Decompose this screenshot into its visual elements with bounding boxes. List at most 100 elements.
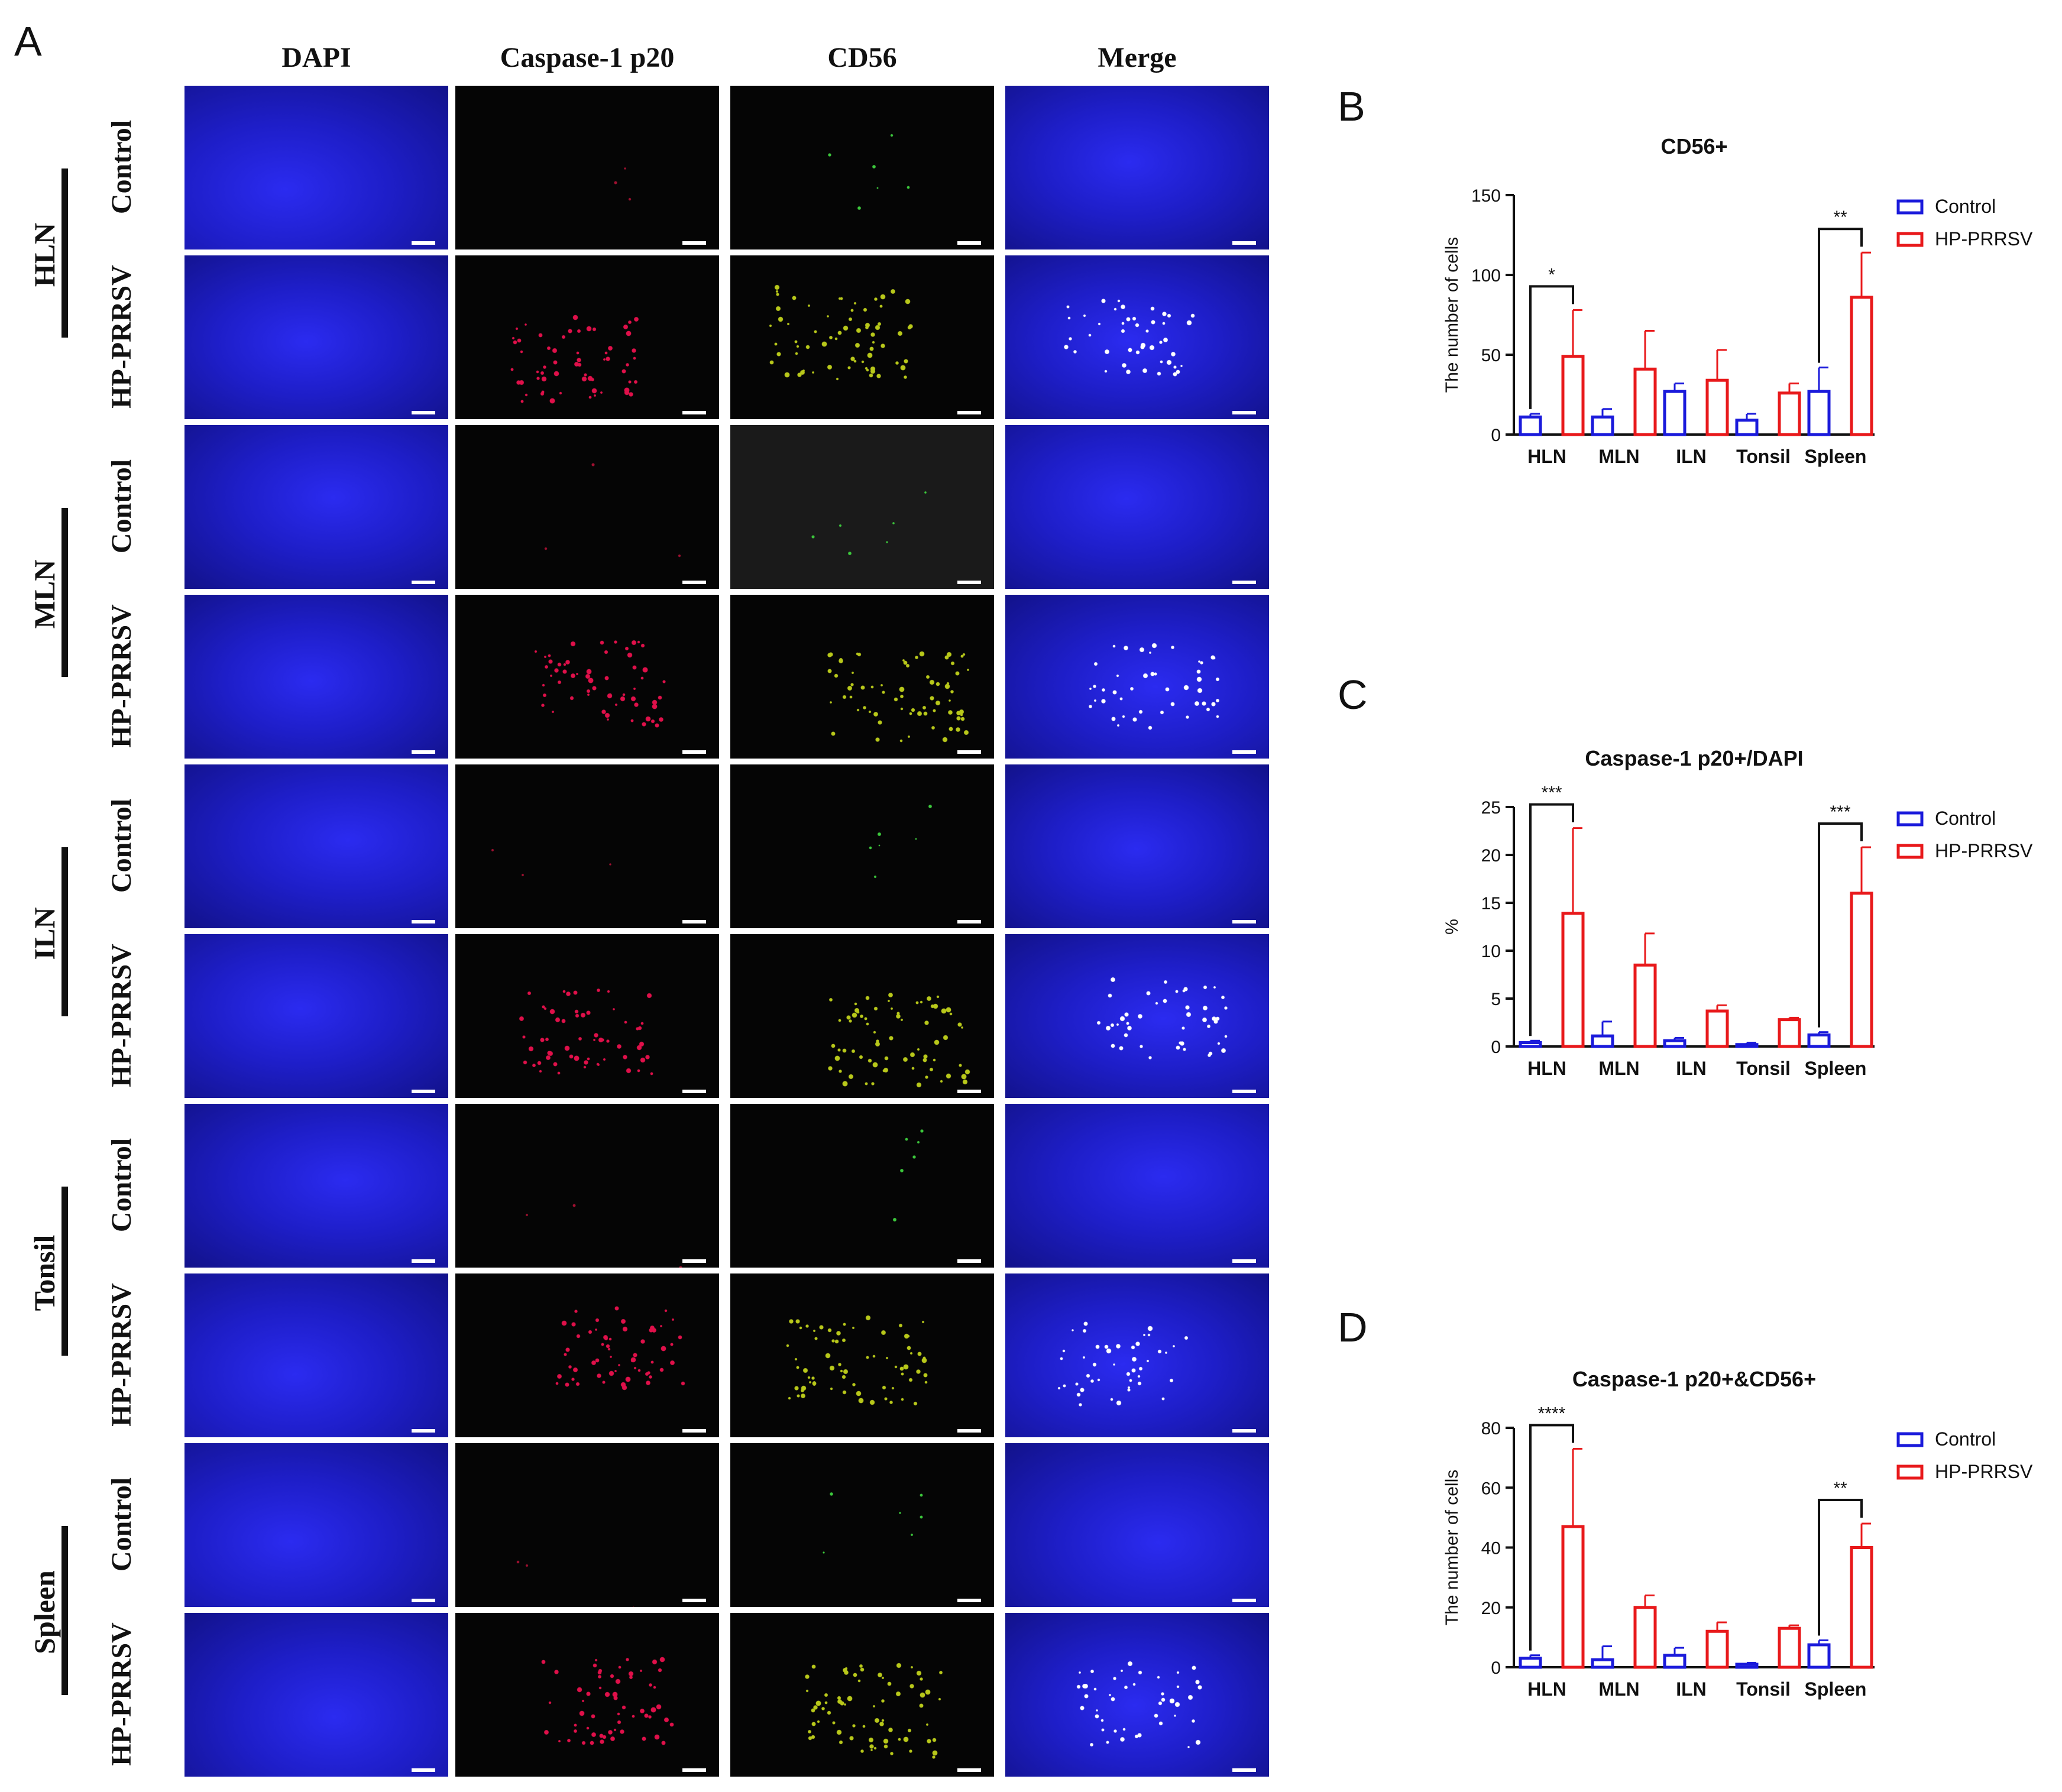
bar-hp-prrsv-spleen [1850, 1546, 1873, 1669]
micrograph-tonsil-control-cd56 [730, 1104, 994, 1268]
x-tick-label: HLN [1527, 1678, 1566, 1700]
scale-bar [1232, 1599, 1256, 1602]
micrograph-mln-control-caspase-1-p20 [455, 425, 719, 589]
micrograph-tonsil-hp-prrsv-merge [1005, 1273, 1269, 1437]
scale-bar [1232, 1429, 1256, 1433]
legend-swatch-control [1896, 199, 1924, 215]
bar-hp-prrsv-mln [1633, 963, 1657, 1048]
micrograph-spleen-hp-prrsv-dapi [184, 1613, 448, 1777]
bar-control-tonsil [1735, 1663, 1759, 1669]
legend-swatch-hp-prrsv [1896, 844, 1924, 859]
bar-control-iln [1663, 1654, 1686, 1669]
chart-title: Caspase-1 p20+/DAPI [1585, 746, 1803, 770]
scale-bar [682, 1090, 706, 1093]
chart-title: CD56+ [1660, 134, 1727, 158]
y-tick-label: 15 [1481, 894, 1501, 913]
micrograph-hln-hp-prrsv-dapi [184, 255, 448, 419]
y-tick-label: 0 [1491, 1038, 1501, 1057]
legend-label-control: Control [1935, 1428, 1996, 1450]
x-tick-label: ILN [1676, 446, 1707, 467]
scale-bar [957, 241, 981, 245]
x-tick-label: MLN [1598, 446, 1639, 467]
bar-control-iln [1663, 1039, 1686, 1048]
micrograph-iln-hp-prrsv-dapi [184, 934, 448, 1098]
bar-control-spleen [1807, 1643, 1831, 1669]
row-label-hln-control: Control [106, 119, 137, 215]
scale-bar [957, 1090, 981, 1093]
panel-letter-b: B [1338, 83, 1365, 129]
legend-swatch-control [1896, 811, 1924, 827]
bar-hp-prrsv-hln [1561, 355, 1585, 436]
legend-swatch-hp-prrsv [1896, 1464, 1924, 1480]
legend-label-hp-prrsv: HP-PRRSV [1935, 1461, 2033, 1482]
tissue-bracket-spleen [61, 1526, 68, 1695]
scale-bar [412, 1768, 435, 1772]
x-tick-label: ILN [1676, 1678, 1707, 1700]
scale-bar [1232, 411, 1256, 414]
tissue-label-spleen: Spleen [28, 1570, 61, 1654]
x-tick-label: Spleen [1805, 1678, 1867, 1700]
micrograph-iln-hp-prrsv-merge [1005, 934, 1269, 1098]
chart-title: Caspase-1 p20+&CD56+ [1572, 1367, 1816, 1391]
micrograph-hln-hp-prrsv-cd56 [730, 255, 994, 419]
y-tick-label: 25 [1481, 798, 1501, 818]
legend-swatch-hp-prrsv [1896, 232, 1924, 247]
tissue-bracket-iln [61, 847, 68, 1016]
legend-label-control: Control [1935, 808, 1996, 829]
micrograph-iln-control-dapi [184, 764, 448, 928]
scale-bar [412, 1599, 435, 1602]
y-tick-label: 5 [1491, 990, 1501, 1009]
x-tick-label: Tonsil [1736, 1678, 1791, 1700]
significance-label: **** [1538, 1404, 1566, 1423]
bar-hp-prrsv-spleen [1850, 892, 1873, 1048]
micrograph-mln-control-dapi [184, 425, 448, 589]
x-tick-label: Spleen [1805, 446, 1867, 467]
bar-hp-prrsv-mln [1633, 367, 1657, 436]
scale-bar [682, 241, 706, 245]
micrograph-hln-control-cd56 [730, 86, 994, 249]
tissue-bracket-hln [61, 168, 68, 338]
row-label-mln-hp-prrsv: HP-PRRSV [106, 604, 137, 748]
scale-bar [682, 1599, 706, 1602]
bar-hp-prrsv-hln [1561, 912, 1585, 1048]
scale-bar [957, 920, 981, 923]
bar-hp-prrsv-iln [1705, 1629, 1729, 1669]
scale-bar [1232, 1090, 1256, 1093]
bar-control-tonsil [1735, 1043, 1759, 1048]
micrograph-iln-hp-prrsv-cd56 [730, 934, 994, 1098]
bar-hp-prrsv-tonsil [1778, 1626, 1801, 1669]
significance-bracket [1529, 1424, 1574, 1651]
significance-bracket [1529, 803, 1574, 1036]
row-label-hln-hp-prrsv: HP-PRRSV [106, 265, 137, 409]
y-tick-label: 10 [1481, 942, 1501, 961]
y-tick-label: 100 [1471, 266, 1501, 286]
scale-bar [957, 1429, 981, 1433]
tissue-label-hln: HLN [28, 222, 61, 287]
bar-hp-prrsv-tonsil [1778, 1018, 1801, 1048]
bar-hp-prrsv-iln [1705, 378, 1729, 436]
micrograph-mln-control-merge [1005, 425, 1269, 589]
significance-label: * [1548, 265, 1555, 284]
micrograph-tonsil-control-dapi [184, 1104, 448, 1268]
scale-bar [1232, 1768, 1256, 1772]
micrograph-spleen-control-cd56 [730, 1443, 994, 1607]
significance-bracket [1818, 822, 1863, 1028]
scale-bar [682, 581, 706, 584]
bar-hp-prrsv-hln [1561, 1525, 1585, 1669]
scale-bar [957, 1768, 981, 1772]
panel-letter-d: D [1338, 1304, 1368, 1350]
chart-cd56: CD56+ 0 50 100 150 The number of cells HLN MLN I… [1442, 134, 2033, 467]
micrograph-mln-hp-prrsv-caspase-1-p20 [455, 595, 719, 759]
scale-bar [412, 241, 435, 245]
micrograph-tonsil-hp-prrsv-cd56 [730, 1273, 994, 1437]
micrograph-mln-hp-prrsv-cd56 [730, 595, 994, 759]
legend-label-control: Control [1935, 196, 1996, 217]
bar-control-iln [1663, 390, 1686, 436]
y-tick-label: 60 [1481, 1479, 1501, 1498]
scale-bar [682, 1429, 706, 1433]
chart-caspase-cd56: Caspase-1 p20+&CD56+ 0 20 40 60 80 The number … [1442, 1367, 2033, 1700]
chart-caspase-dapi: Caspase-1 p20+/DAPI 0 5 10 15 20 25% HLN MLN ILN T… [1442, 746, 2033, 1079]
significance-label: *** [1541, 783, 1562, 803]
micrograph-spleen-control-caspase-1-p20 [455, 1443, 719, 1607]
y-tick-label: 0 [1491, 1658, 1501, 1678]
